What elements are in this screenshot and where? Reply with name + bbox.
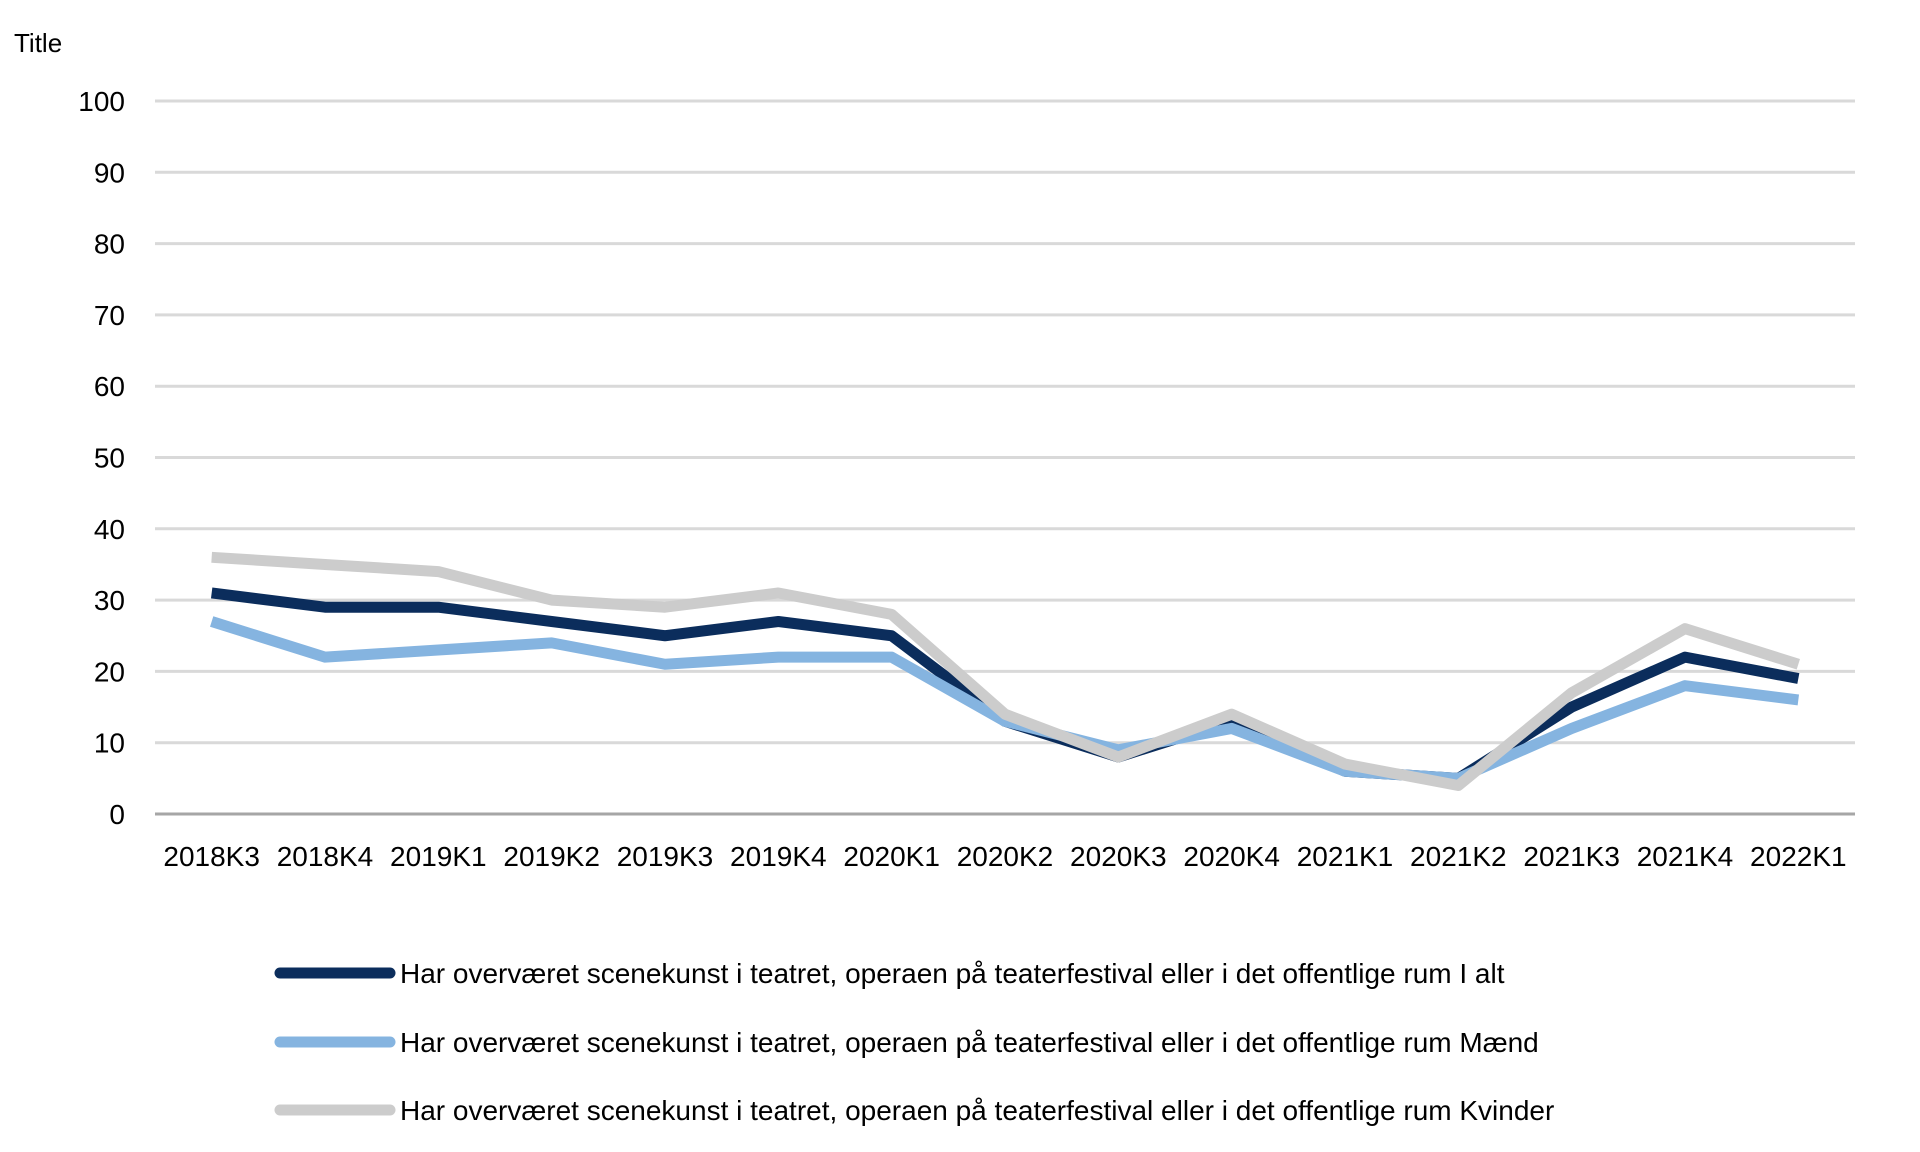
y-axis-title: Title — [14, 28, 62, 58]
y-tick-label: 70 — [94, 300, 125, 331]
x-axis-ticks: 2018K3 2018K4 2019K1 2019K2 2019K3 2019K4 2020… — [163, 841, 1846, 872]
y-tick-label: 30 — [94, 585, 125, 616]
x-tick-label: 2019K1 — [390, 841, 487, 872]
x-tick-label: 2018K3 — [163, 841, 260, 872]
y-tick-label: 40 — [94, 514, 125, 545]
gridlines — [155, 99, 1855, 745]
y-tick-label: 60 — [94, 371, 125, 402]
legend: Har overværet scenekunst i teatret, oper… — [274, 958, 1554, 1126]
series-line-1 — [210, 616, 1800, 784]
legend-item: Har overværet scenekunst i teatret, oper… — [274, 1095, 1554, 1126]
y-tick-label: 20 — [94, 656, 125, 687]
x-tick-label: 2020K1 — [843, 841, 940, 872]
x-tick-label: 2021K3 — [1523, 841, 1620, 872]
series-line-0 — [210, 587, 1800, 784]
x-tick-label: 2020K2 — [957, 841, 1054, 872]
x-tick-label: 2020K4 — [1183, 841, 1280, 872]
y-tick-label: 80 — [94, 229, 125, 260]
x-tick-label: 2019K3 — [617, 841, 714, 872]
legend-label: Har overværet scenekunst i teatret, oper… — [400, 1095, 1554, 1126]
legend-item: Har overværet scenekunst i teatret, oper… — [274, 1027, 1539, 1058]
legend-item: Har overværet scenekunst i teatret, oper… — [274, 958, 1505, 989]
x-tick-label: 2021K2 — [1410, 841, 1507, 872]
y-tick-label: 50 — [94, 443, 125, 474]
x-tick-label: 2021K4 — [1637, 841, 1734, 872]
x-tick-label: 2022K1 — [1750, 841, 1847, 872]
y-tick-label: 90 — [94, 157, 125, 188]
series-line-2 — [211, 551, 1800, 791]
y-tick-label: 100 — [78, 86, 125, 117]
x-tick-label: 2020K3 — [1070, 841, 1167, 872]
y-tick-label: 10 — [94, 728, 125, 759]
x-tick-label: 2019K2 — [503, 841, 600, 872]
x-tick-label: 2018K4 — [277, 841, 374, 872]
x-tick-label: 2019K4 — [730, 841, 827, 872]
legend-label: Har overværet scenekunst i teatret, oper… — [400, 1027, 1539, 1058]
y-tick-label: 0 — [109, 799, 125, 830]
series-lines — [210, 551, 1800, 791]
x-tick-label: 2021K1 — [1297, 841, 1394, 872]
y-axis-ticks: 0 10 20 30 40 50 60 70 80 90 100 — [78, 86, 125, 830]
legend-label: Har overværet scenekunst i teatret, oper… — [400, 958, 1505, 989]
